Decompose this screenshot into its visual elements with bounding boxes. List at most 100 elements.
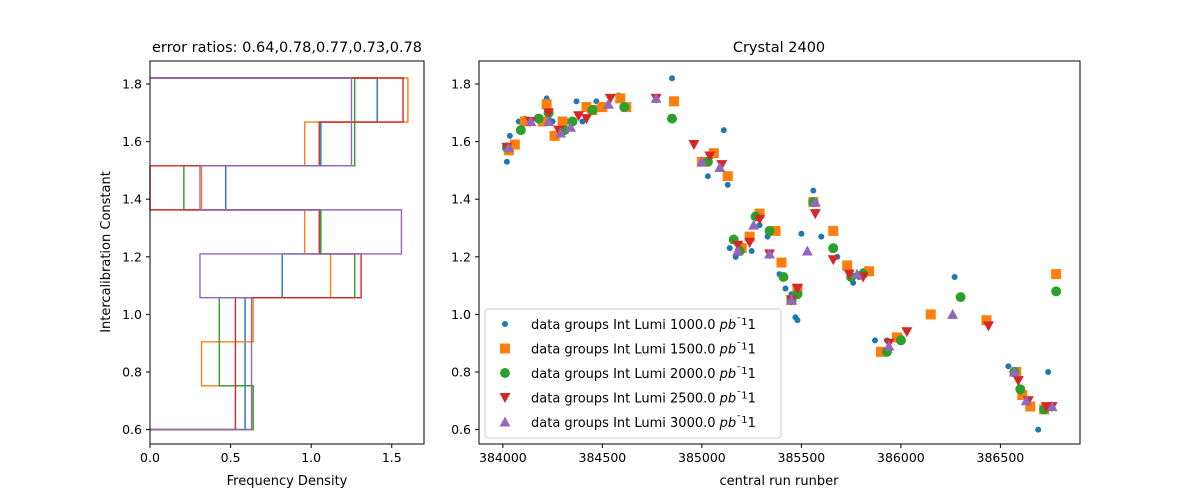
scatter-x-ticks: 384000 384500 385000 385500 386000 386500 [479, 444, 1024, 465]
legend-label: data groups Int Lumi 2500.0 pb¯11 [531, 391, 756, 407]
scatter-point [1005, 363, 1012, 370]
scatter-point [1025, 401, 1036, 412]
scatter-point [726, 245, 733, 252]
histogram-step-series-5 [150, 77, 403, 431]
histogram-x-ticks: 0.0 0.5 1.0 1.5 [140, 444, 402, 465]
scatter-point [650, 92, 662, 103]
scatter-point [851, 268, 863, 279]
scatter-point [696, 156, 708, 167]
scatter-point [543, 108, 555, 119]
scatter-point [602, 98, 614, 109]
legend-item-3: data groups Int Lumi 2000.0 pb¯11 [500, 366, 756, 382]
scatter-point [794, 317, 801, 324]
scatter-point [541, 99, 552, 110]
scatter-point [809, 209, 821, 220]
legend-marker-icon [499, 393, 511, 403]
scatter-x-label: central run runber [720, 474, 840, 489]
scatter-y-tick-label: 0.6 [451, 422, 471, 437]
scatter-point [503, 158, 510, 165]
scatter-point [901, 327, 913, 338]
scatter-point [778, 271, 789, 282]
scatter-point [519, 116, 530, 127]
histogram-x-tick-label: 0.5 [221, 450, 241, 465]
scatter-point [864, 266, 875, 277]
scatter-point [883, 340, 895, 351]
scatter-point [549, 130, 560, 141]
scatter-point [982, 321, 994, 332]
scatter-point [818, 233, 825, 240]
scatter-series-5 [503, 92, 1058, 412]
histogram-x-tick-label: 1.0 [301, 450, 321, 465]
scatter-point [597, 102, 608, 113]
histogram-x-label: Frequency Density [227, 474, 348, 489]
scatter-point [619, 102, 630, 113]
scatter-point [748, 219, 760, 230]
scatter-point [525, 115, 537, 126]
scatter-point [895, 335, 906, 346]
scatter-point [714, 162, 726, 173]
scatter-point [503, 141, 515, 152]
scatter-point [688, 140, 700, 151]
scatter-point [732, 245, 744, 256]
scatter-y-tick-label: 1.0 [451, 307, 471, 322]
legend-marker-icon [500, 343, 510, 354]
scatter-point [1035, 426, 1042, 433]
legend-item-4: data groups Int Lumi 2500.0 pb¯11 [499, 391, 756, 407]
scatter-x-tick-label: 386500 [977, 450, 1025, 465]
scatter-point [828, 243, 839, 254]
scatter-point [744, 231, 755, 242]
scatter-point [1046, 401, 1058, 412]
histogram-y-tick-label: 1.8 [122, 77, 142, 92]
scatter-point [587, 104, 598, 115]
scatter-point [785, 294, 797, 305]
scatter-point [1008, 366, 1020, 377]
scatter-point [842, 260, 853, 271]
scatter-point [724, 181, 731, 188]
histogram-title: error ratios: 0.64,0.78,0.77,0.73,0.78 [152, 40, 422, 56]
scatter-point [798, 230, 805, 237]
scatter-point [925, 309, 936, 320]
scatter-panel: Crystal 2400 384000 384500 385000 385500 386… [451, 40, 1081, 489]
scatter-point [553, 125, 565, 136]
histogram-y-tick-label: 1.0 [122, 307, 142, 322]
scatter-point [557, 116, 568, 127]
scatter-point [543, 115, 555, 126]
scatter-point [981, 315, 992, 326]
scatter-point [810, 187, 817, 194]
scatter-point [615, 93, 626, 104]
legend-label: data groups Int Lumi 1000.0 pb¯11 [531, 317, 756, 333]
scatter-point [791, 283, 803, 294]
scatter-points [501, 75, 1062, 433]
histogram-axes-frame [149, 60, 425, 445]
legend-marker-icon [502, 321, 508, 327]
histogram-step-series-4 [149, 77, 404, 431]
legend-item-2: data groups Int Lumi 1500.0 pb¯11 [500, 342, 756, 358]
scatter-point [875, 346, 886, 357]
scatter-axes-frame [478, 60, 1081, 445]
scatter-point [1017, 390, 1028, 401]
scatter-point [1015, 384, 1026, 395]
scatter-point [764, 248, 776, 259]
scatter-y-ticks: 0.6 0.8 1.0 1.2 1.4 1.6 1.8 [451, 77, 479, 437]
scatter-x-tick-label: 385000 [678, 450, 726, 465]
scatter-y-tick-label: 1.2 [451, 249, 471, 264]
scatter-point [579, 118, 586, 125]
histogram-y-tick-label: 0.8 [122, 365, 142, 380]
scatter-y-tick-label: 0.8 [451, 365, 471, 380]
scatter-point [604, 93, 616, 104]
histogram-y-tick-label: 1.6 [122, 134, 142, 149]
scatter-point [669, 75, 676, 82]
legend-marker-icon [499, 416, 511, 427]
scatter-point [1051, 269, 1062, 280]
scatter-point [1012, 376, 1024, 387]
scatter-point [515, 125, 526, 136]
histogram-y-label: Intercalibration Constant [99, 171, 114, 333]
legend-label: data groups Int Lumi 3000.0 pb¯11 [531, 415, 756, 431]
scatter-point [580, 114, 592, 125]
scatter-point [573, 111, 585, 122]
legend-item-5: data groups Int Lumi 3000.0 pb¯11 [499, 415, 756, 431]
histogram-panel: error ratios: 0.64,0.78,0.77,0.73,0.78 0… [99, 40, 425, 489]
legend-label: data groups Int Lumi 2000.0 pb¯11 [531, 366, 756, 382]
scatter-point [782, 285, 789, 292]
scatter-y-tick-label: 1.6 [451, 134, 471, 149]
